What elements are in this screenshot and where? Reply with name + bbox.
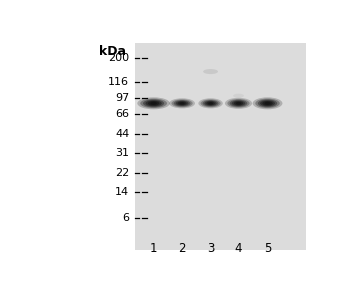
Text: 6: 6	[122, 213, 129, 223]
Ellipse shape	[233, 94, 244, 98]
Text: 200: 200	[108, 53, 129, 63]
Text: 66: 66	[115, 109, 129, 119]
Text: 14: 14	[115, 187, 129, 197]
Text: 2: 2	[178, 242, 186, 254]
Ellipse shape	[140, 99, 167, 108]
Text: 3: 3	[207, 242, 214, 254]
Ellipse shape	[146, 100, 162, 106]
Ellipse shape	[176, 101, 189, 106]
Ellipse shape	[225, 98, 252, 109]
Ellipse shape	[262, 101, 273, 106]
Ellipse shape	[253, 97, 282, 109]
Ellipse shape	[169, 98, 195, 109]
Ellipse shape	[234, 101, 243, 106]
Ellipse shape	[232, 100, 245, 106]
Ellipse shape	[137, 97, 170, 109]
Ellipse shape	[150, 102, 157, 105]
Ellipse shape	[260, 100, 275, 106]
Text: kDa: kDa	[99, 45, 126, 58]
Ellipse shape	[236, 102, 241, 105]
Ellipse shape	[206, 101, 215, 105]
Ellipse shape	[203, 69, 218, 74]
Ellipse shape	[177, 101, 187, 105]
Text: 5: 5	[264, 242, 271, 254]
Ellipse shape	[203, 100, 218, 107]
Text: 4: 4	[235, 242, 242, 254]
Ellipse shape	[148, 101, 159, 106]
Text: 97: 97	[115, 93, 129, 103]
Text: 1: 1	[150, 242, 158, 254]
Ellipse shape	[204, 101, 217, 106]
Ellipse shape	[174, 100, 190, 107]
Text: 31: 31	[115, 148, 129, 158]
Text: 116: 116	[108, 77, 129, 87]
Ellipse shape	[230, 100, 247, 107]
Ellipse shape	[143, 100, 164, 107]
Ellipse shape	[172, 99, 193, 107]
Ellipse shape	[208, 102, 213, 105]
Ellipse shape	[228, 99, 250, 108]
Ellipse shape	[201, 99, 220, 107]
Text: 44: 44	[115, 129, 129, 139]
Ellipse shape	[258, 100, 277, 107]
Ellipse shape	[255, 99, 280, 108]
Bar	[135, 43, 306, 250]
Ellipse shape	[180, 102, 185, 105]
Ellipse shape	[265, 102, 271, 105]
Ellipse shape	[198, 98, 223, 109]
Text: 22: 22	[115, 168, 129, 178]
